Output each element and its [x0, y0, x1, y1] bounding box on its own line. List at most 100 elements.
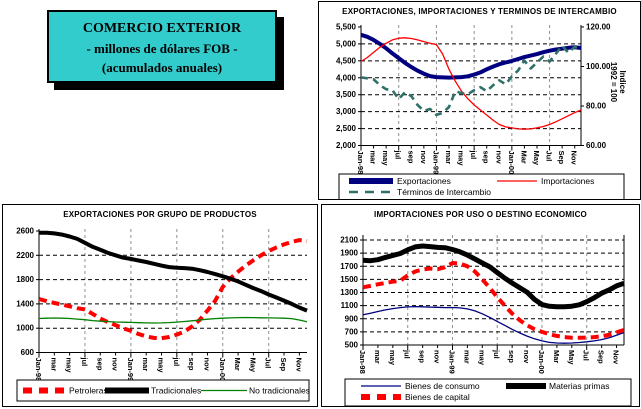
right-axis-title: 1992 = 100 [609, 62, 618, 103]
x-tick-label: Nov [612, 350, 621, 365]
x-tick-label: Sep [279, 358, 288, 372]
y-tick-label: 1000 [16, 324, 34, 333]
y-tick-label: 1300 [340, 288, 358, 297]
y-tick-label: 2100 [340, 236, 358, 245]
report-subtitle-period: (acumulados anuales) [101, 60, 223, 75]
series-line-no-tradicionales [38, 316, 308, 324]
x-tick-label: may [388, 350, 397, 366]
x-tick-label: Jul [582, 350, 591, 361]
x-tick-label: sep [482, 151, 491, 164]
x-tick-label: jul [80, 357, 89, 367]
x-tick-label: jul [172, 357, 181, 367]
x-tick-label: nov [419, 151, 428, 165]
x-tick-label: mar [369, 151, 378, 165]
x-tick-label: Jan-00 [507, 151, 516, 175]
legend-label: Importaciones [541, 176, 594, 186]
x-tick-label: Mar [552, 350, 561, 363]
y-tick-label: 1100 [341, 301, 359, 310]
series-line-t-rminos-de-intercambio [360, 44, 582, 117]
series-line-bienes-de-consumo [362, 305, 625, 344]
y-tick-label: 1500 [340, 275, 358, 284]
x-tick-label: Jul [264, 358, 273, 369]
chart-imports-by-use: IMPORTACIONES POR USO O DESTINO ECONOMIC… [321, 204, 640, 407]
y-tick-label: 500 [345, 341, 359, 350]
right-axis-title: Indice [618, 70, 627, 94]
x-tick-label: Jan-99 [126, 358, 135, 382]
x-tick-label: mar [444, 151, 453, 165]
y-tick-label: 2200 [16, 251, 34, 260]
x-tick-label: Mar [233, 358, 242, 371]
x-tick-label: may [381, 151, 390, 167]
x-tick-label: nov [433, 350, 442, 364]
x-tick-label: nov [494, 151, 503, 165]
x-tick-label: Mar [519, 151, 528, 164]
x-tick-label: Jan-98 [356, 151, 365, 175]
x-tick-label: nov [202, 358, 211, 372]
x-tick-label: jul [394, 150, 403, 160]
y-tick-label: 1700 [340, 262, 358, 271]
x-tick-label: Sep [557, 151, 566, 165]
right-tick-label: 120.00 [586, 23, 611, 32]
chart-title-trade-overview: EXPORTACIONES, IMPORTACIONES Y TERMINOS … [342, 7, 617, 16]
x-tick-label: may [65, 358, 74, 374]
right-tick-label: 60.00 [586, 141, 607, 150]
y-tick-label: 4,000 [336, 73, 357, 82]
x-tick-label: Jul [545, 151, 554, 162]
chart-plot-trade-overview: 5,500 5,000 4,500 4,000 3,500 3,000 2,500 2,000… [336, 23, 627, 199]
x-tick-label: nov [111, 358, 120, 372]
x-tick-label: may [457, 151, 466, 167]
x-tick-label: Sep [597, 350, 606, 364]
legend-label: Tradicionales [151, 386, 201, 396]
y-tick-label: 600 [21, 348, 35, 357]
x-tick-label: Nov [294, 358, 303, 373]
series-line-tradicionales [39, 230, 308, 313]
legend-label: Materias primas [549, 381, 609, 391]
x-tick-label: Jan-99 [447, 350, 456, 374]
x-tick-label: nov [522, 350, 531, 364]
y-tick-label: 5,000 [336, 39, 357, 48]
chart-title-imports-by-use: IMPORTACIONES POR USO O DESTINO ECONOMIC… [374, 210, 587, 219]
legend-box [16, 379, 310, 402]
y-tick-label: 4,500 [336, 56, 357, 65]
y-tick-label: 2600 [16, 227, 34, 236]
x-tick-label: Jan-99 [431, 151, 440, 175]
x-tick-label: jul [403, 349, 412, 359]
legend-label: Exportaciones [397, 176, 451, 186]
y-tick-label: 3,000 [336, 107, 357, 116]
x-tick-label: mar [49, 358, 58, 372]
x-tick-label: sep [418, 350, 427, 363]
x-tick-label: sep [95, 358, 104, 371]
y-tick-label: 700 [345, 327, 359, 336]
chart-trade-overview: EXPORTACIONES, IMPORTACIONES Y TERMINOS … [318, 1, 641, 200]
legend-label: Términos de Intercambio [397, 187, 491, 197]
x-tick-label: jul [492, 349, 501, 359]
series-line-materias-primas [362, 243, 625, 310]
x-tick-label: Jan-98 [358, 350, 367, 374]
x-tick-label: mar [462, 350, 471, 364]
y-tick-label: 2,000 [336, 141, 357, 150]
y-tick-label: 2,500 [336, 124, 357, 133]
y-tick-label: 1400 [16, 299, 34, 308]
x-tick-label: May [248, 358, 257, 373]
series-line-petroleras [38, 238, 308, 341]
legend-label: Petroleras [69, 386, 108, 396]
x-tick-label: May [567, 350, 576, 365]
x-tick-label: mar [373, 350, 382, 364]
x-tick-label: sep [406, 151, 415, 164]
legend-label: Bienes de consumo [405, 381, 480, 391]
y-tick-label: 1900 [340, 249, 358, 258]
x-tick-label: may [477, 350, 486, 366]
series-line-exportaciones [360, 32, 582, 80]
x-tick-label: mar [141, 358, 150, 372]
legend-label: No tradicionales [249, 386, 310, 396]
x-tick-label: sep [507, 350, 516, 363]
report-title: COMERCIO EXTERIOR [82, 21, 242, 36]
x-tick-label: May [532, 151, 541, 166]
chart-exports-by-product: EXPORTACIONES POR GRUPO DE PRODUCTOS 260… [2, 204, 318, 407]
x-tick-label: jul [469, 150, 478, 160]
x-tick-label: Jan-00 [218, 358, 227, 382]
series-line-importaciones [360, 37, 582, 130]
